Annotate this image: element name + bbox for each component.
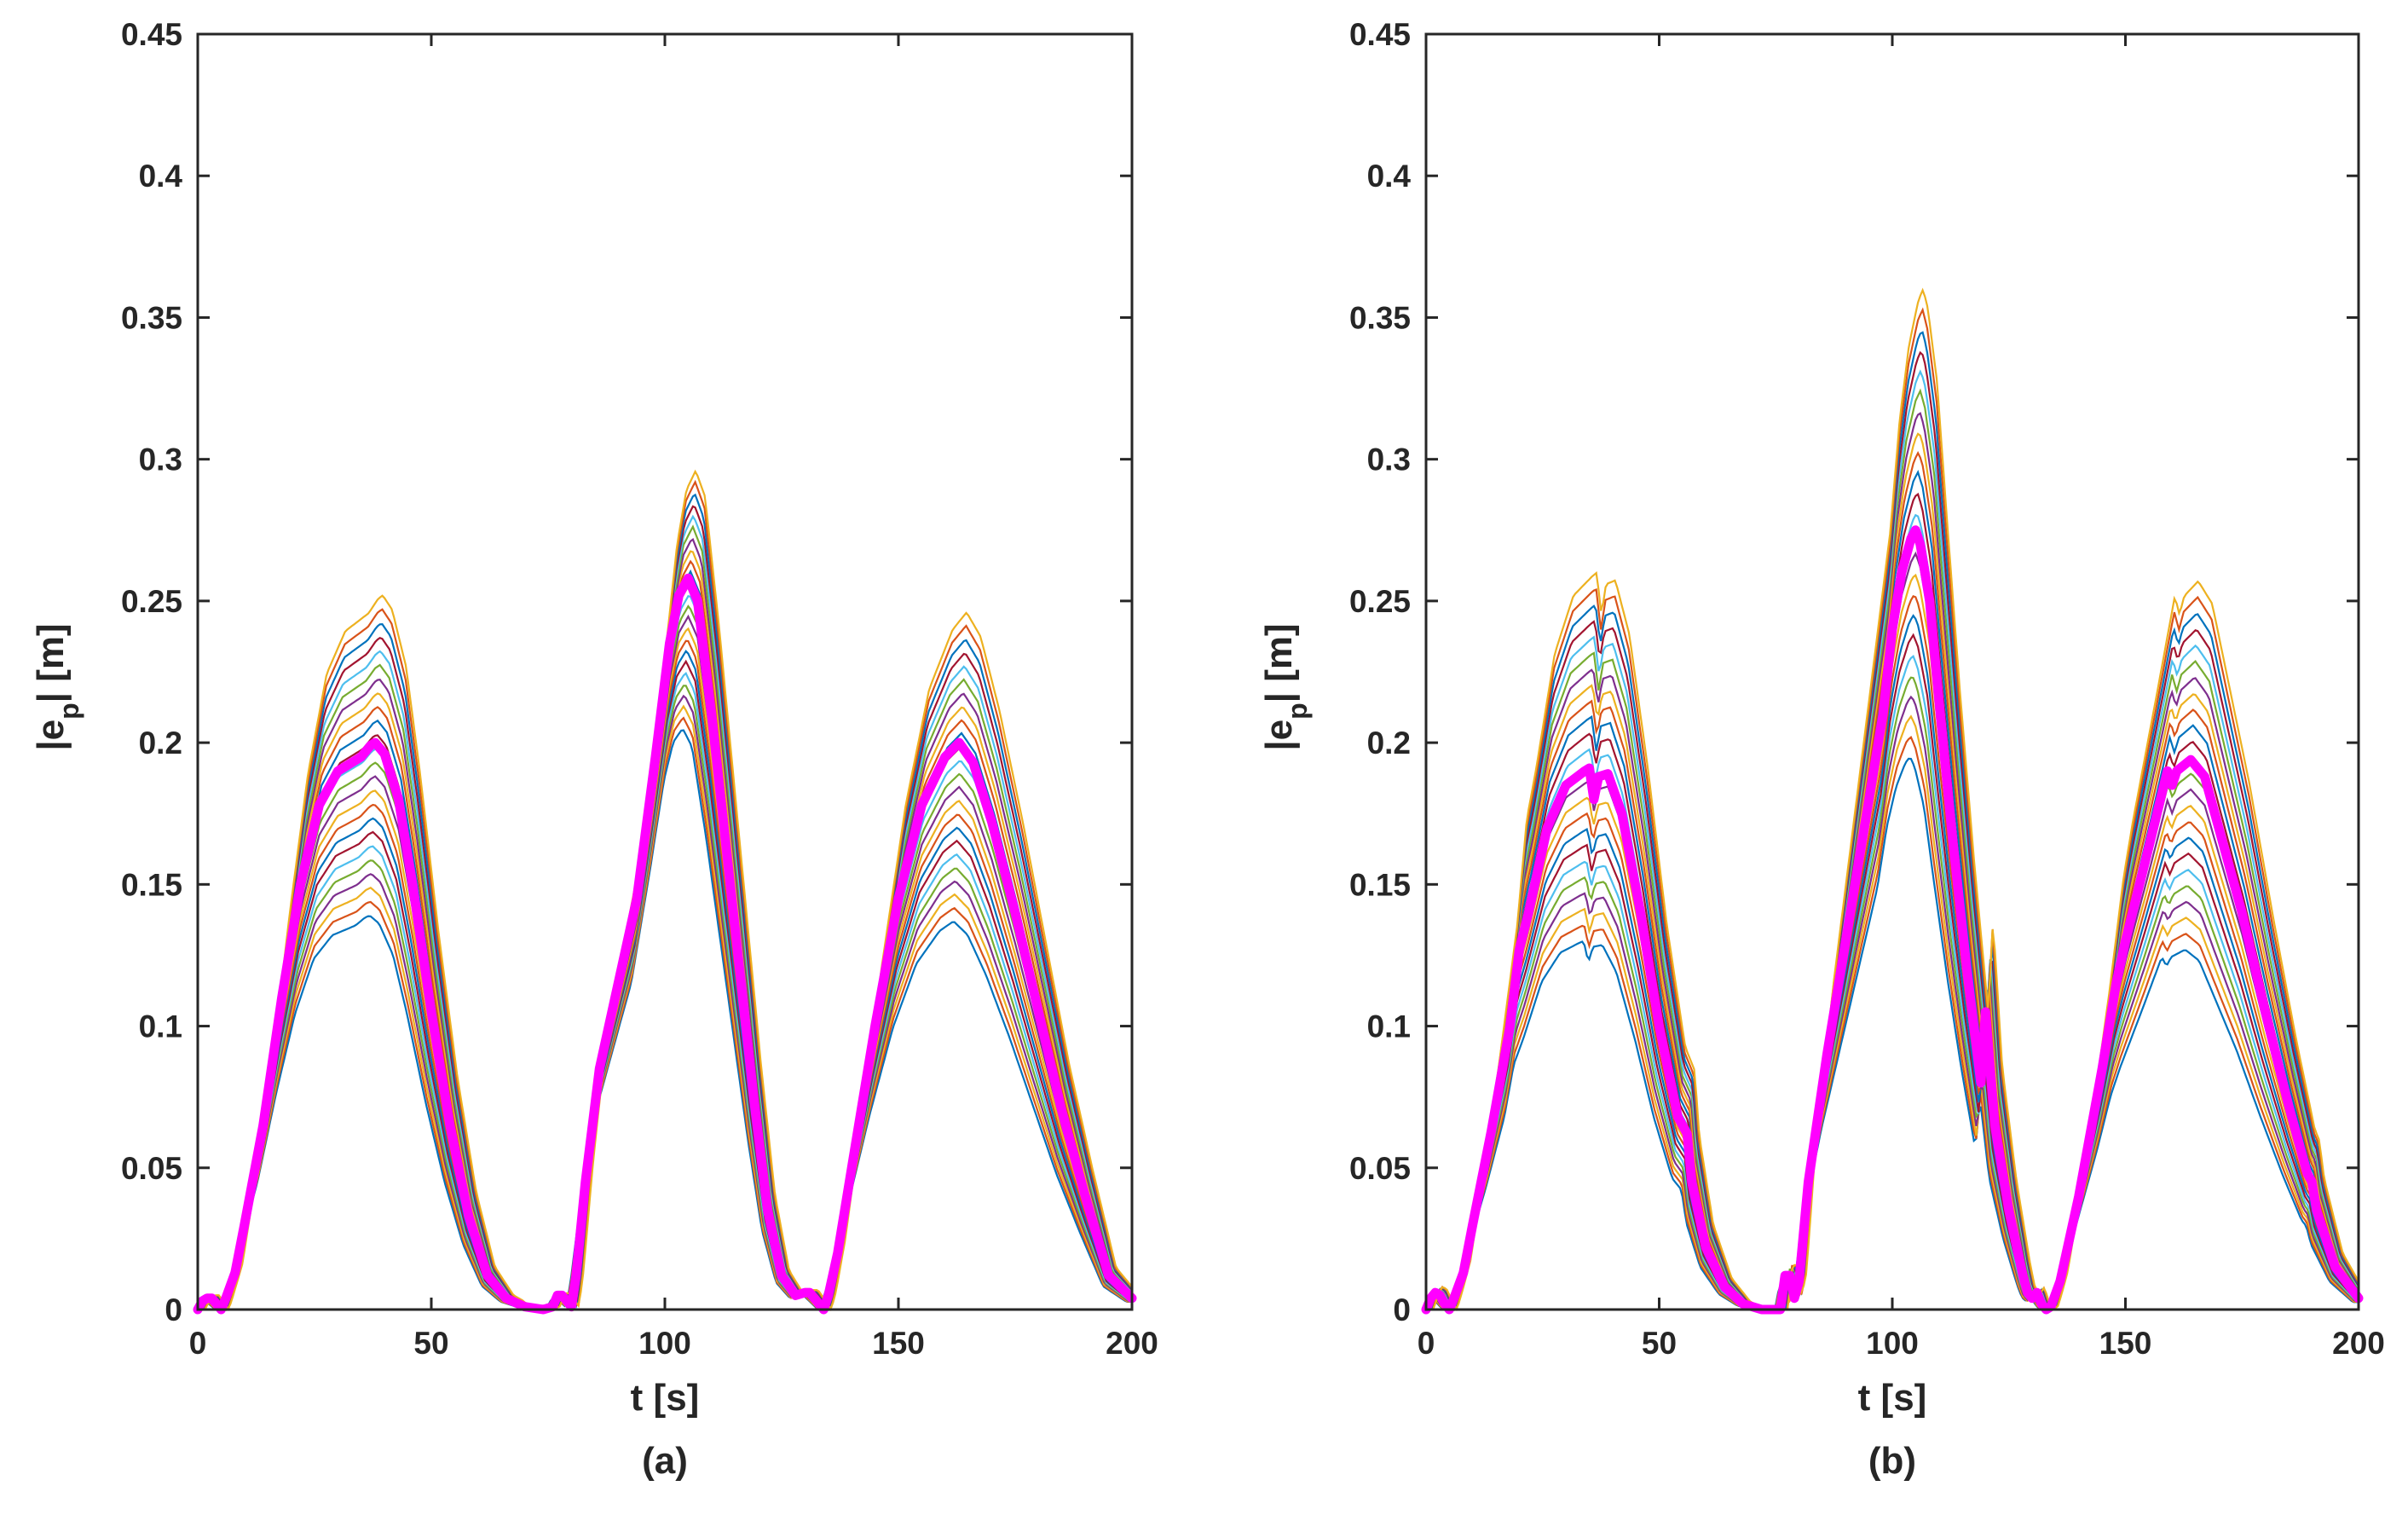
y-tick-label: 0.3: [1367, 442, 1411, 477]
x-tick-label: 100: [1866, 1326, 1919, 1361]
background-series-line-b: [1425, 695, 2359, 1311]
x-tick-label: 100: [638, 1326, 691, 1361]
background-series-line-b: [1424, 595, 2359, 1311]
y-tick-label: 0.05: [121, 1151, 182, 1186]
y-tick-label: 0.15: [121, 867, 182, 902]
y-tick-label: 0.45: [121, 17, 182, 52]
background-series-line-b: [1425, 757, 2359, 1311]
y-tick-label: 0.2: [1367, 726, 1411, 760]
y-tick-label: 0: [1393, 1292, 1411, 1327]
x-axis-label-b: t [s]: [1858, 1377, 1927, 1419]
tick-labels-a: 0 50 100 150 200 0 0.05 0.1 0.15 0.2 0.25 0.3 0.35 0.…: [121, 17, 1158, 1361]
background-series-line-b: [1425, 655, 2359, 1311]
y-axis-label-tail-b: | [m]: [1258, 623, 1301, 703]
y-axis-label-subscript-b: p: [1282, 703, 1313, 720]
x-tick-label: 50: [413, 1326, 448, 1361]
background-series-line-b: [1424, 614, 2359, 1311]
y-tick-label: 0: [165, 1292, 182, 1327]
y-tick-label: 0.15: [1349, 867, 1411, 902]
background-series-line-b: [1425, 736, 2359, 1311]
background-series-line-b: [1425, 714, 2359, 1311]
x-tick-label: 0: [1418, 1326, 1435, 1361]
y-tick-label: 0.2: [139, 726, 182, 760]
y-tick-label: 0.4: [1367, 159, 1412, 194]
background-series-line-b: [1426, 287, 2359, 1311]
mean-series-line-a: [193, 573, 1137, 1315]
y-axis-label-subscript-a: p: [54, 703, 84, 720]
y-axis-label-tail-a: | [m]: [30, 623, 72, 703]
tick-labels-b: 0 50 100 150 200 0 0.05 0.1 0.15 0.2 0.25 0.3 0.35 0.…: [1349, 17, 2385, 1361]
panel-b: t [s] |ep| [m] (b) 0 50 100 150 20000.050.10…: [1258, 17, 2385, 1482]
background-series-line-a: [197, 716, 1132, 1311]
y-axis-label-b: |ep| [m]: [1258, 623, 1313, 750]
y-tick-label: 0.45: [1349, 17, 1411, 52]
y-tick-label: 0.35: [1349, 300, 1411, 335]
x-tick-label: 200: [2332, 1326, 2385, 1361]
background-series-line-b: [1425, 676, 2359, 1311]
background-series-line-b: [1426, 450, 2359, 1311]
background-series-line-a: [197, 729, 1132, 1310]
x-tick-label: 150: [2099, 1326, 2152, 1361]
x-tick-label: 150: [872, 1326, 925, 1361]
tick-marks-a: [196, 32, 1134, 1311]
panel-a: t [s] |ep| [m] (a) 0 50 100 150 20000.050.10…: [30, 17, 1158, 1482]
background-series-line-b: [1426, 432, 2359, 1311]
y-tick-label: 0.3: [139, 442, 182, 477]
x-tick-label: 0: [189, 1326, 207, 1361]
y-axis-label-main-b: |e: [1258, 720, 1301, 751]
tick-marks-b: [1424, 32, 2360, 1311]
y-axis-label-a: |ep| [m]: [30, 623, 84, 750]
x-tick-label: 50: [1642, 1326, 1677, 1361]
mean-series-line-b: [1421, 525, 2364, 1315]
panel-label-b: (b): [1868, 1440, 1916, 1482]
y-axis-label-main-a: |e: [30, 720, 72, 751]
y-tick-label: 0.1: [1367, 1009, 1411, 1044]
y-tick-label: 0.25: [1349, 584, 1411, 619]
y-tick-label: 0.35: [121, 300, 182, 335]
y-tick-label: 0.05: [1349, 1151, 1411, 1186]
y-tick-label: 0.25: [121, 584, 182, 619]
x-axis-label-a: t [s]: [631, 1377, 700, 1419]
background-series-line-b: [1425, 633, 2359, 1311]
x-tick-label: 200: [1106, 1326, 1158, 1361]
y-tick-label: 0.1: [139, 1009, 182, 1044]
panel-label-a: (a): [642, 1440, 688, 1482]
background-series-line-b: [1426, 412, 2359, 1311]
y-tick-label: 0.4: [139, 159, 183, 194]
